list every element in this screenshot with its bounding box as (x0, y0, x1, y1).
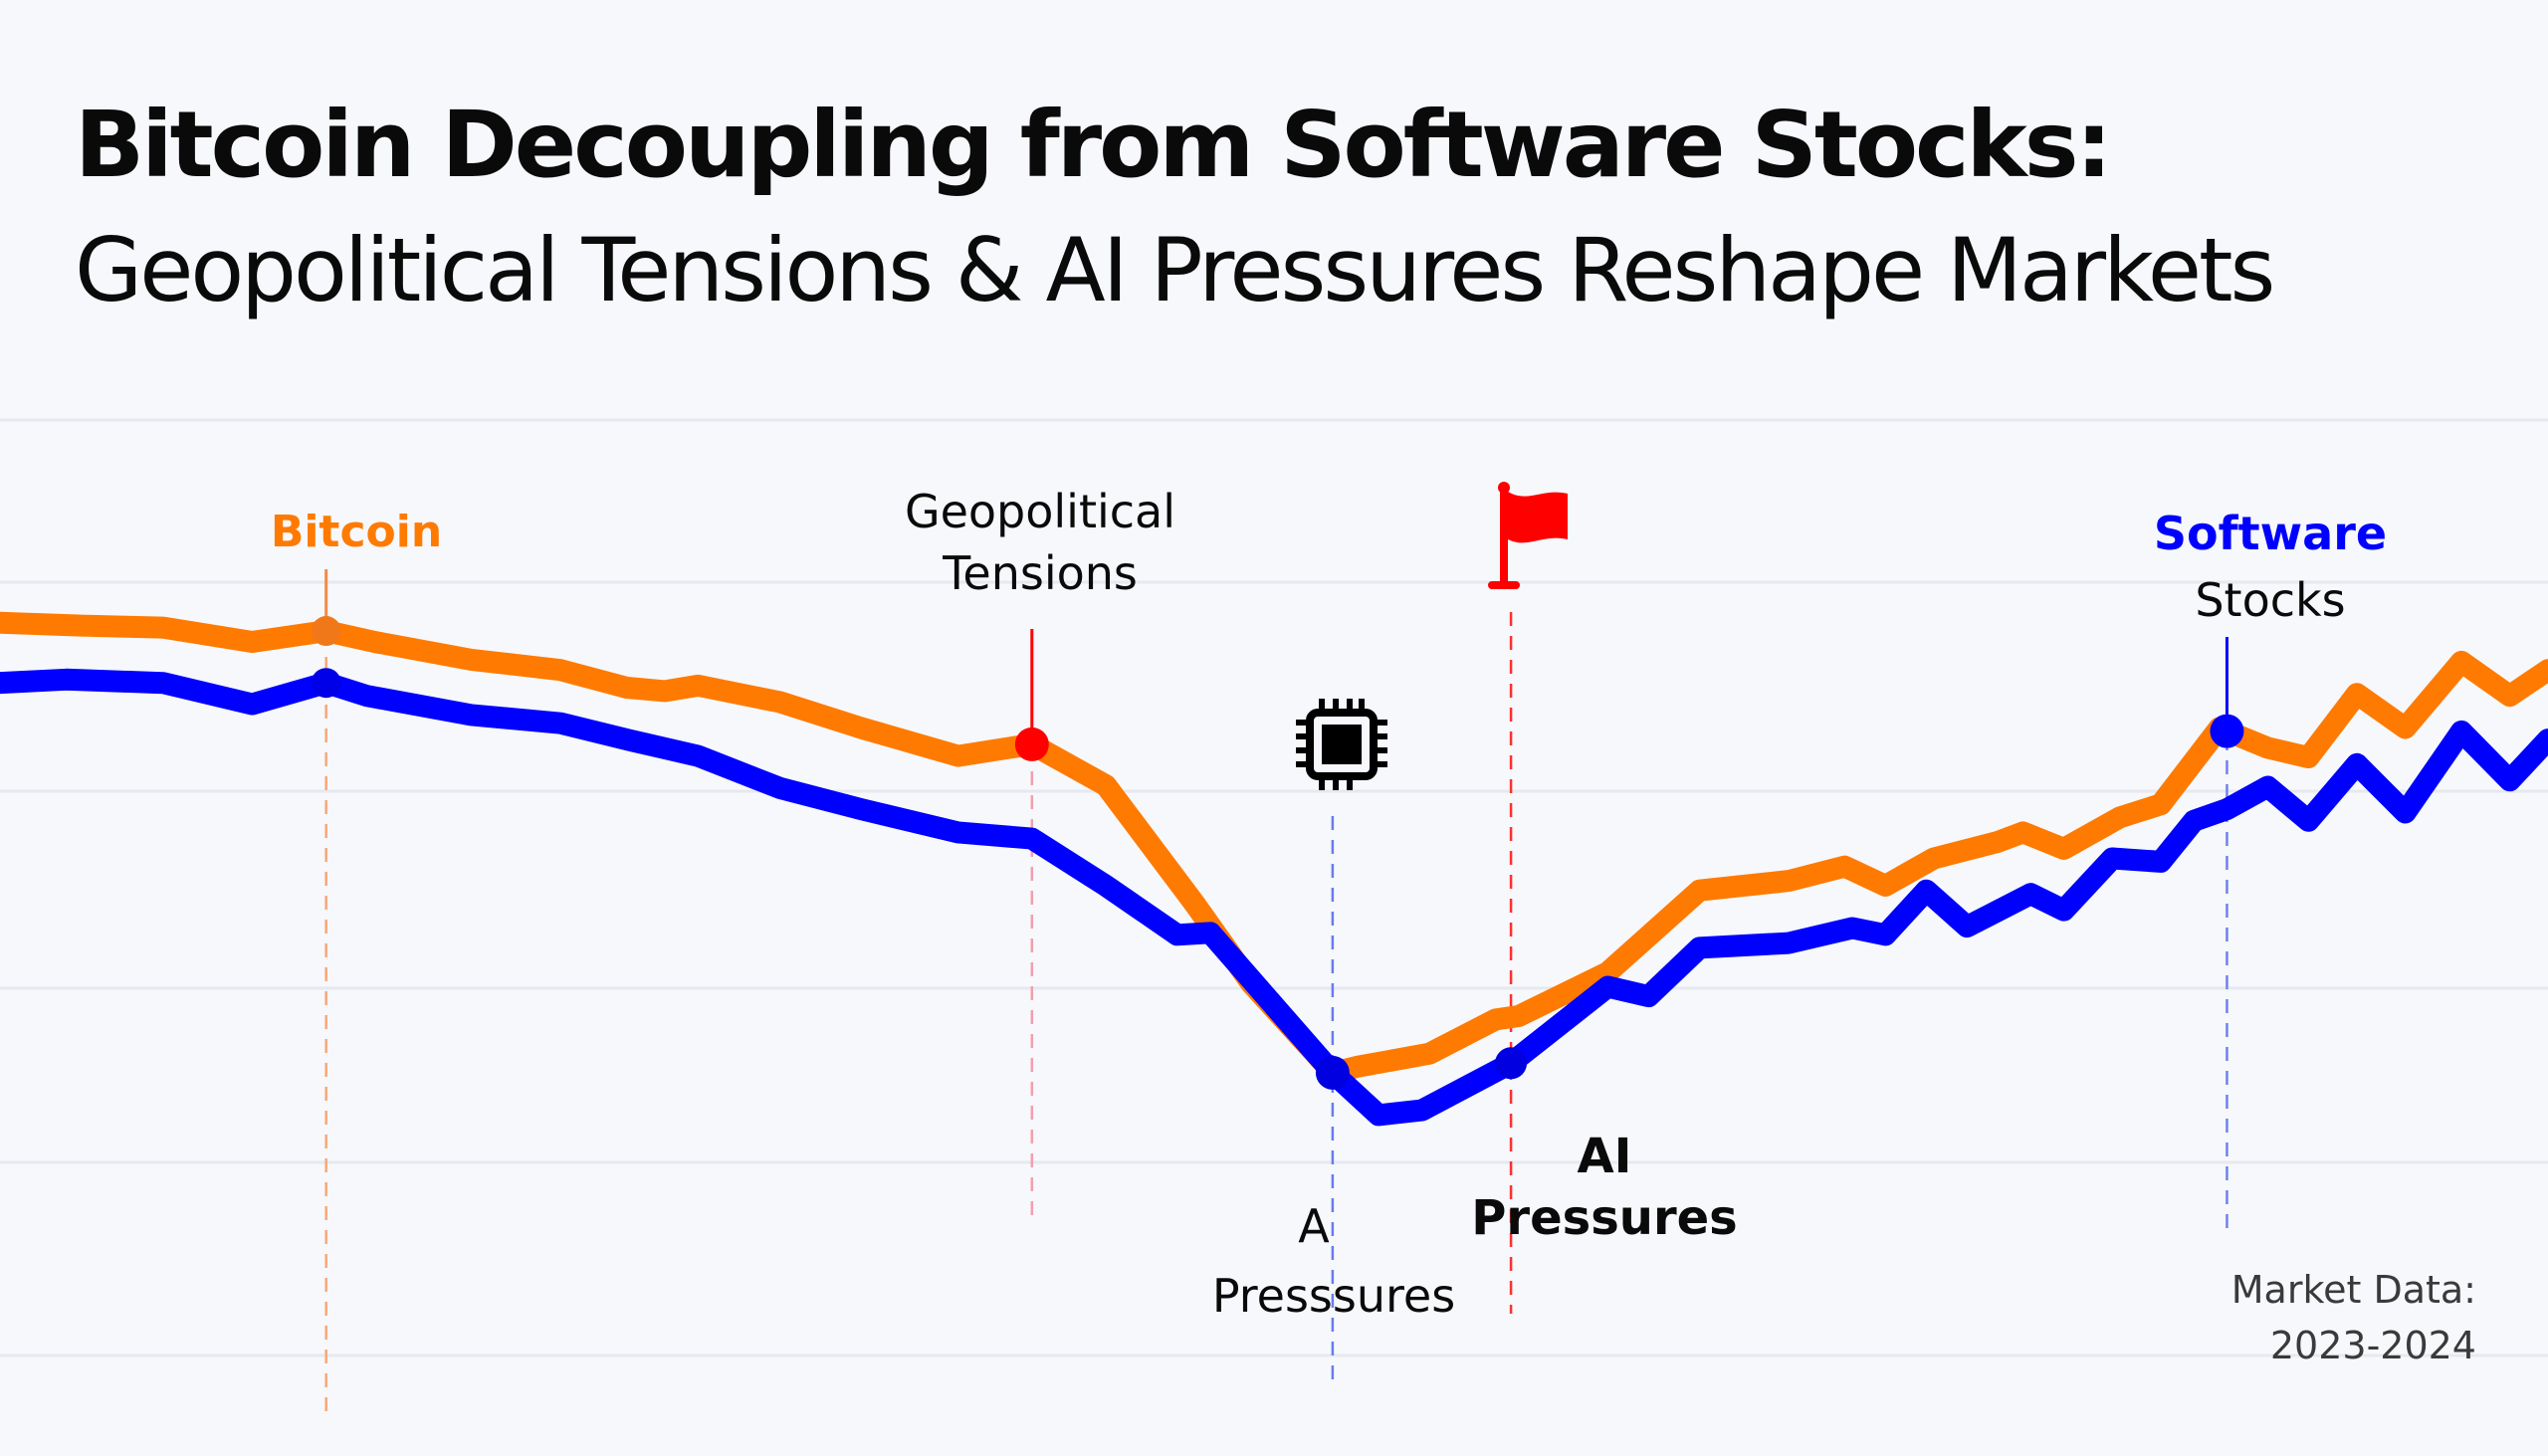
market-data-footnote: Market Data: 2023-2024 (2231, 1262, 2476, 1373)
geopolitical-label-line2: Tensions (942, 546, 1138, 600)
series-group (0, 611, 2548, 1127)
software-stocks-marker (2210, 714, 2244, 748)
chart-subtitle: Geopolitical Tensions & AI Pressures Res… (75, 219, 2275, 321)
chart-title: Bitcoin Decoupling from Software Stocks: (75, 92, 2112, 198)
annotation-markers (311, 616, 2244, 1090)
ai-right-label-line1: AI (1577, 1129, 1631, 1184)
ai-left-label-line1: A (1298, 1199, 1330, 1253)
ai-left-marker (1315, 1055, 1350, 1090)
red-flag-icon (1488, 482, 1568, 589)
ai-right-label-line2: Pressures (1471, 1190, 1738, 1246)
grid-lines (0, 418, 2548, 1357)
software-early-marker (311, 668, 341, 699)
bitcoin-marker (311, 616, 341, 647)
bitcoin-annotation-label: Bitcoin (271, 507, 442, 557)
footnote-line2: 2023-2024 (2269, 1324, 2476, 1367)
ai-right-marker (1495, 1047, 1528, 1080)
geopolitical-marker (1014, 727, 1049, 761)
software-stocks-line (0, 668, 2548, 1127)
geopolitical-label-line1: Geopolitical (905, 485, 1175, 538)
software-label-line1: Software (2154, 507, 2387, 560)
ai-left-label-line2: Presssures (1212, 1269, 1455, 1323)
footnote-line1: Market Data: (2230, 1268, 2476, 1312)
cpu-chip-icon (1296, 699, 1387, 790)
software-label-line2: Stocks (2195, 573, 2345, 627)
